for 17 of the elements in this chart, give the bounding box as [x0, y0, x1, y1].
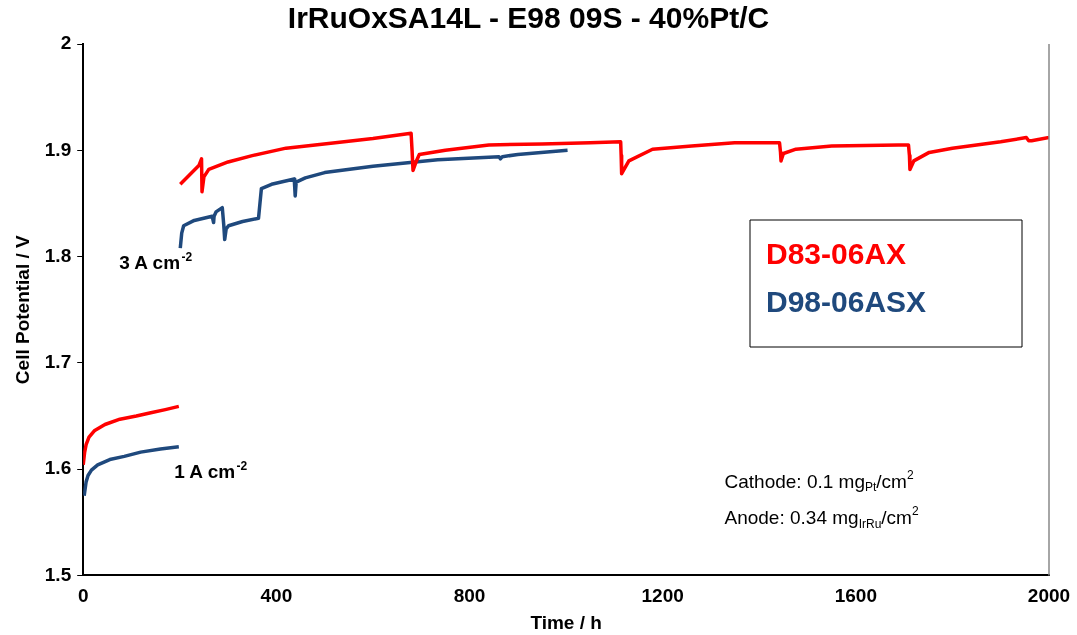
- y-axis-title: Cell Potential / V: [11, 234, 33, 385]
- y-tick-label: 2: [60, 32, 72, 54]
- x-axis-title: Time / h: [530, 611, 602, 633]
- x-tick-label: 1200: [641, 585, 684, 607]
- y-tick-label: 1.9: [44, 138, 72, 160]
- y-tick-label: 1.6: [44, 457, 72, 479]
- y-tick-label: 1.5: [44, 563, 72, 585]
- y-tick-label: 1.8: [44, 244, 72, 266]
- x-tick-label: 1600: [834, 585, 877, 607]
- x-tick-label: 800: [453, 585, 486, 607]
- chart-title: IrRuOxSA14L - E98 09S - 40%Pt/C: [287, 1, 770, 35]
- text: D98-06ASX: [766, 285, 927, 319]
- y-tick-label: 1.7: [44, 351, 72, 373]
- x-tick-label: 0: [77, 585, 89, 607]
- x-tick-label: 2000: [1027, 585, 1071, 607]
- x-tick-label: 400: [260, 585, 293, 607]
- text: D83-06AX: [766, 237, 907, 271]
